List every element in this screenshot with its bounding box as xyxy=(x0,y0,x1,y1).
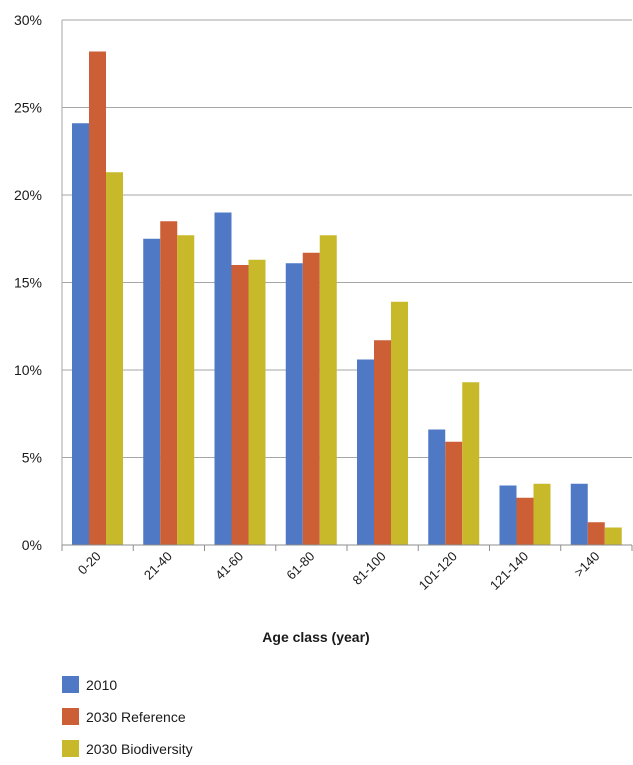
legend-swatch xyxy=(62,740,79,757)
legend-swatch xyxy=(62,708,79,725)
bar-2010-4 xyxy=(357,360,374,546)
bar-2030-biodiversity-4 xyxy=(391,302,408,545)
y-tick-label: 15% xyxy=(14,275,42,291)
bar-2030-biodiversity-3 xyxy=(320,235,337,545)
bar-2010-7 xyxy=(571,484,588,545)
y-tick-label: 25% xyxy=(14,100,42,116)
bar-2010-0 xyxy=(72,123,89,545)
bar-2030-biodiversity-5 xyxy=(462,382,479,545)
bar-2010-5 xyxy=(428,430,445,546)
bar-2030-reference-5 xyxy=(445,442,462,545)
bar-2030-biodiversity-7 xyxy=(605,528,622,546)
y-tick-label: 0% xyxy=(22,537,42,553)
bar-2030-biodiversity-6 xyxy=(534,484,551,545)
y-tick-label: 5% xyxy=(22,450,42,466)
legend-label: 2010 xyxy=(86,677,117,693)
x-tick-label: 21-40 xyxy=(141,549,175,583)
bar-2030-reference-3 xyxy=(303,253,320,545)
bar-2030-reference-6 xyxy=(517,498,534,545)
bar-2030-biodiversity-0 xyxy=(106,172,123,545)
x-tick-label: 121-140 xyxy=(487,549,531,593)
x-tick-label: 101-120 xyxy=(416,549,460,593)
y-axis-ticks: 0% 5% 10% 15% 20% 25% 30% xyxy=(14,12,42,553)
bar-2010-3 xyxy=(286,263,303,545)
y-tick-label: 20% xyxy=(14,187,42,203)
x-tick-label: 61-80 xyxy=(283,549,317,583)
x-axis-label: Age class (year) xyxy=(262,629,369,645)
bar-2010-1 xyxy=(143,239,160,545)
bar-2030-reference-2 xyxy=(232,265,249,545)
legend-label: 2030 Reference xyxy=(86,709,186,725)
bar-2030-reference-1 xyxy=(160,221,177,545)
bar-2030-biodiversity-1 xyxy=(177,235,194,545)
bar-2030-reference-4 xyxy=(374,340,391,545)
x-tick-label: 0-20 xyxy=(75,549,104,578)
x-tick-label: 81-100 xyxy=(350,549,389,588)
x-tick-label: 41-60 xyxy=(212,549,246,583)
legend: 2010 2030 Reference 2030 Biodiversity xyxy=(62,676,193,757)
x-axis-ticks: 0-20 21-40 41-60 61-80 81-100 101-120 121-140 >… xyxy=(75,549,603,593)
bar-2030-reference-7 xyxy=(588,522,605,545)
y-tick-label: 30% xyxy=(14,12,42,28)
bar-2030-biodiversity-2 xyxy=(249,260,266,545)
legend-swatch xyxy=(62,676,79,693)
y-tick-label: 10% xyxy=(14,362,42,378)
x-axis xyxy=(62,545,632,551)
bars-group xyxy=(72,52,622,546)
x-tick-label: >140 xyxy=(571,549,602,580)
bar-2010-6 xyxy=(500,486,517,546)
bar-2010-2 xyxy=(215,213,232,546)
legend-label: 2030 Biodiversity xyxy=(86,741,193,757)
bar-2030-reference-0 xyxy=(89,52,106,546)
